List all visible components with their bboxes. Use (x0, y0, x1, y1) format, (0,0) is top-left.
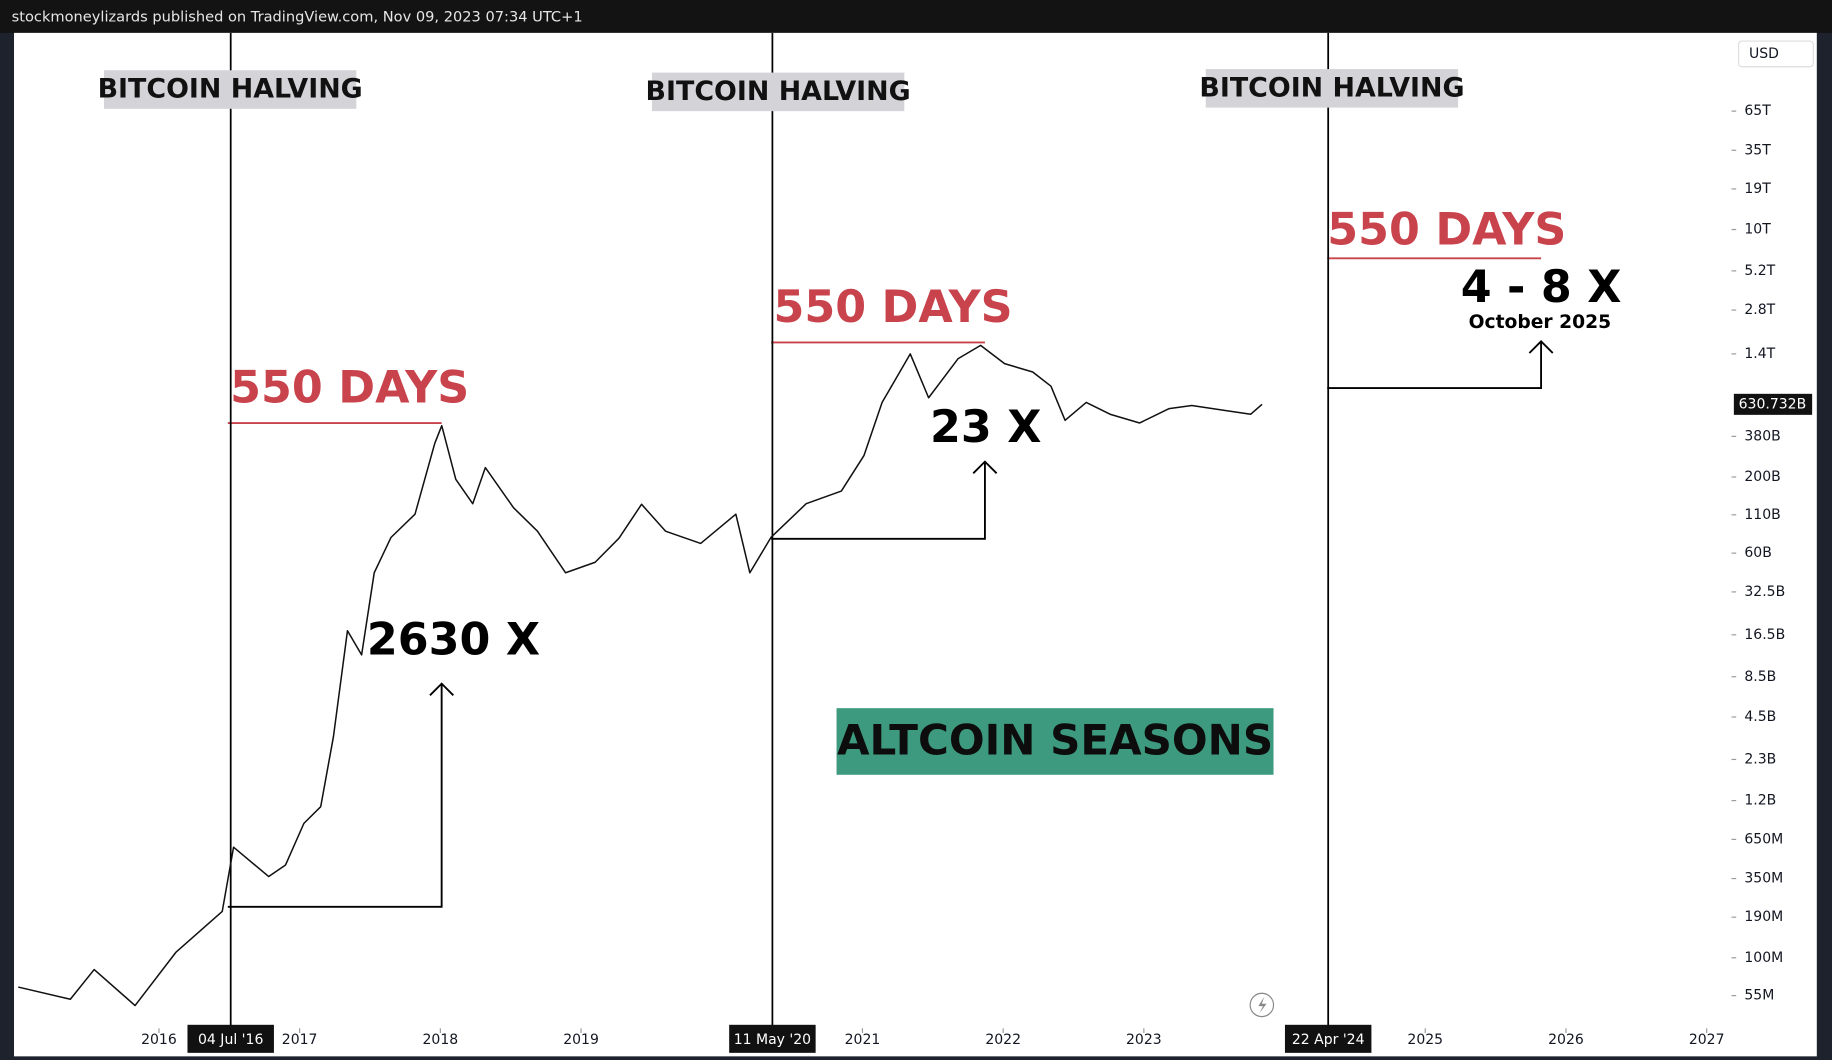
y-tick-label: 8.5B (1744, 669, 1776, 685)
currency: USD (1749, 46, 1779, 62)
y-tick-label: 380B (1744, 428, 1780, 444)
y-tick-label: 190M (1744, 909, 1783, 925)
halving-date-label: 11 May '20 (734, 1032, 811, 1048)
replay-icon-bolt (1258, 996, 1267, 1014)
annotation-shapes (227, 257, 1554, 908)
x-tick-label: 2017 (282, 1032, 318, 1048)
last-price-label: 630.732B (1739, 396, 1807, 412)
last-price-box (1733, 393, 1813, 415)
y-tick-label: 1.4T (1744, 346, 1775, 362)
arrow-head (972, 460, 998, 474)
bracket (771, 461, 986, 540)
y-tick-label: 100M (1744, 950, 1783, 966)
days-label: 550 DAYS (1327, 205, 1566, 256)
days-label: 550 DAYS (773, 282, 1012, 333)
x-tick-label: 2021 (845, 1032, 881, 1048)
gain-label: 23 X (930, 402, 1041, 453)
x-tick-label: 2022 (985, 1032, 1021, 1048)
halving-box (651, 72, 905, 112)
x-tick-label: 2025 (1407, 1032, 1443, 1048)
y-tick-label: 2.3B (1744, 751, 1776, 767)
arrow-head (429, 682, 454, 696)
y-tick-label: 10T (1744, 222, 1771, 238)
y-tick-label: 55M (1744, 988, 1774, 1004)
replay-icon[interactable] (1249, 992, 1275, 1018)
bracket (1327, 341, 1543, 389)
halving-date-label: 22 Apr '24 (1292, 1032, 1365, 1048)
x-tick-label: 2023 (1126, 1032, 1162, 1048)
x-tick-label: 2027 (1689, 1032, 1725, 1048)
halving-date-label: 04 Jul '16 (198, 1032, 263, 1048)
arrow-head (1528, 339, 1554, 354)
season-label: ALTCOIN SEASONS (837, 716, 1273, 765)
plot-area (14, 32, 1817, 1057)
y-tick-label: 32.5B (1744, 584, 1785, 600)
halving-label: BITCOIN HALVING (98, 74, 363, 105)
y-tick-label: 110B (1744, 507, 1780, 523)
y-tick-label: 65T (1744, 103, 1771, 119)
header-text: stockmoneylizards published on TradingVi… (12, 9, 583, 26)
y-tick-label: 200B (1744, 469, 1780, 485)
bracket (227, 683, 443, 908)
halving-box (1205, 69, 1459, 108)
currency-box[interactable] (1737, 40, 1814, 68)
days-label: 550 DAYS (230, 362, 469, 413)
y-tick-label: 350M (1744, 871, 1783, 887)
gain-label: 4 - 8 X (1461, 262, 1622, 313)
y-tick-label: 2.8T (1744, 302, 1775, 318)
y-tick-label: 60B (1744, 545, 1771, 561)
x-tick-label: 2016 (141, 1032, 177, 1048)
y-tick-label: 4.5B (1744, 709, 1776, 725)
annotations: BITCOIN HALVING BITCOIN HALVING BITCOIN … (98, 69, 1622, 1018)
halving-date-box (1284, 1024, 1372, 1053)
x-tick-label: 2026 (1548, 1032, 1584, 1048)
y-tick-label: 5.2T (1744, 263, 1775, 279)
x-tick-label: 2018 (423, 1032, 459, 1048)
header-bar (0, 0, 1832, 33)
y-tick-label: 16.5B (1744, 627, 1785, 643)
y-tick-label: 650M (1744, 831, 1783, 847)
target-date: October 2025 (1469, 312, 1612, 333)
halving-label: BITCOIN HALVING (646, 76, 911, 107)
y-tick-label: 1.2B (1744, 793, 1776, 809)
halving-date-box (729, 1024, 816, 1053)
price-line (18, 344, 1263, 1007)
x-tick-label: 2019 (563, 1032, 599, 1048)
halving-label: BITCOIN HALVING (1199, 72, 1464, 103)
season-box (836, 708, 1274, 775)
y-tick-label: 35T (1744, 142, 1771, 158)
halving-date-box (187, 1024, 274, 1053)
halving-box (103, 70, 357, 109)
gain-label: 2630 X (367, 615, 540, 666)
y-tick-label: 19T (1744, 181, 1771, 197)
